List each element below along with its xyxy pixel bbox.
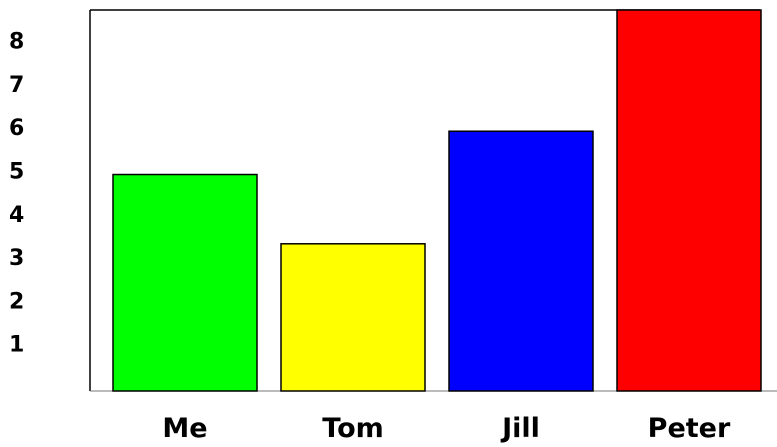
y-tick-label-2: 2 (9, 289, 24, 314)
bars (112, 9, 762, 392)
bar-jill (448, 130, 594, 392)
y-tick-label-6: 6 (9, 116, 24, 141)
y-tick-label-3: 3 (9, 246, 24, 271)
y-tick-label-7: 7 (9, 73, 24, 98)
x-tick-label-peter: Peter (648, 413, 731, 444)
y-tick-label-4: 4 (9, 203, 24, 228)
x-tick-label-jill: Jill (500, 413, 540, 444)
y-tick-label-5: 5 (9, 160, 24, 185)
x-axis-category-labels: Me Tom Jill Peter (162, 413, 731, 444)
bar-me (112, 173, 258, 392)
x-tick-label-me: Me (162, 413, 207, 444)
y-tick-label-8: 8 (9, 30, 24, 55)
bar-peter (616, 9, 762, 392)
bar-tom (280, 243, 426, 392)
y-tick-label-1: 1 (9, 333, 24, 358)
y-axis-tick-labels: 1 2 3 4 5 6 7 8 (9, 30, 24, 358)
x-tick-label-tom: Tom (322, 413, 384, 444)
